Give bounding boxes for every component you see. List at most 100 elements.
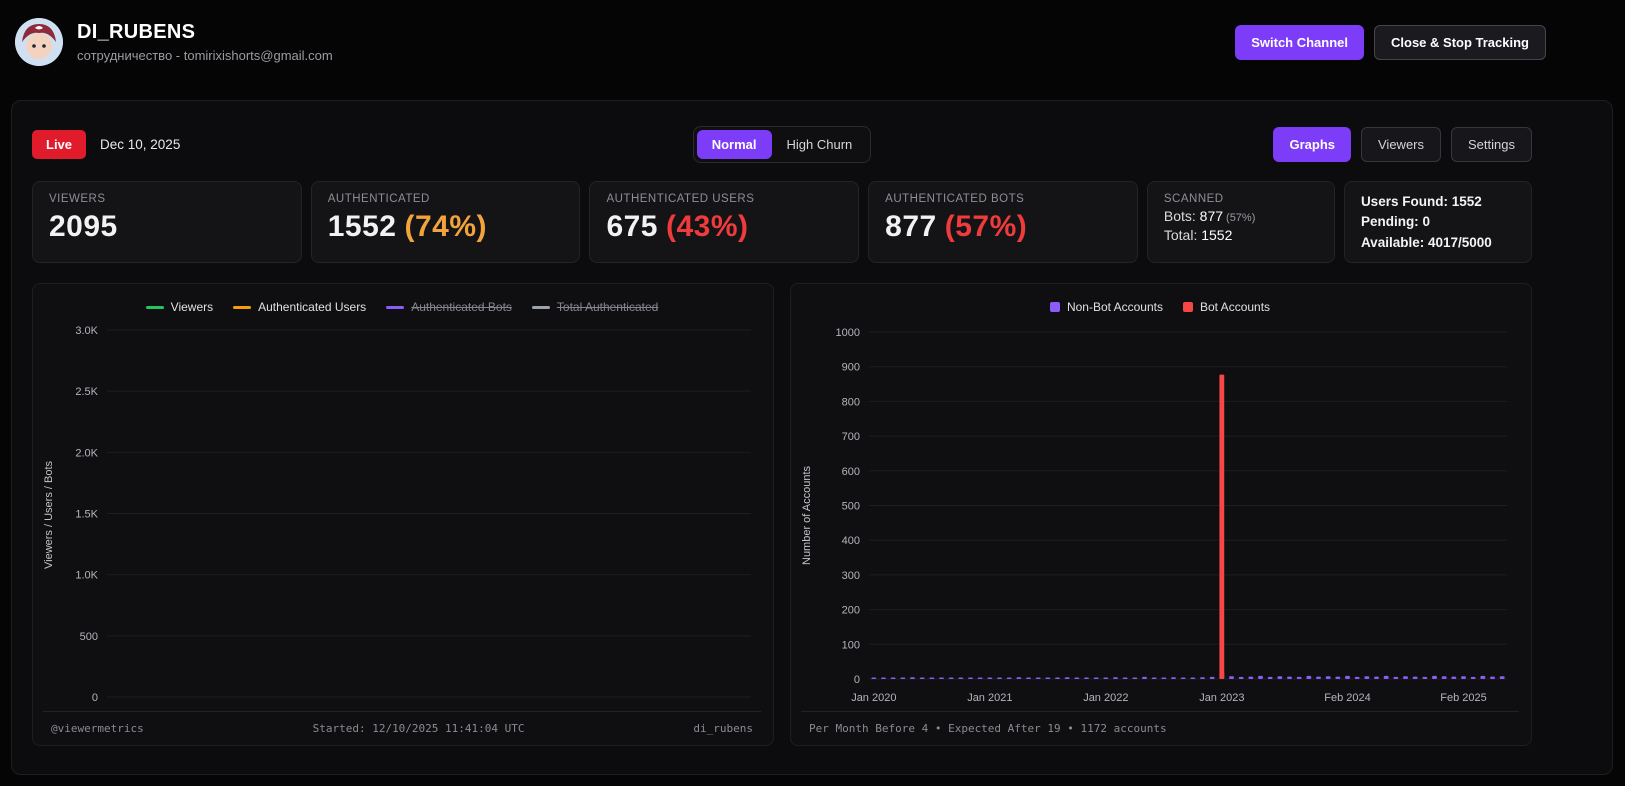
stat-label: AUTHENTICATED USERS (606, 193, 755, 205)
viewers-chart-body: Viewers / Users / Bots 0 500 1.0K 1.5K 2.0K 2… (43, 320, 761, 711)
stat-label: AUTHENTICATED (327, 193, 430, 205)
svg-text:1000: 1000 (836, 327, 860, 339)
legend-item-authenticated-bots[interactable]: Authenticated Bots (386, 300, 512, 314)
close-stop-tracking-button[interactable]: Close & Stop Tracking (1374, 24, 1546, 60)
churn-mode-toggle: Normal High Churn (692, 125, 872, 163)
tab-graphs[interactable]: Graphs (1273, 126, 1351, 162)
svg-text:600: 600 (842, 466, 860, 478)
accounts-chart-footer: Per Month Before 4 • Expected After 19 •… (801, 711, 1519, 745)
legend-item-authenticated-users[interactable]: Authenticated Users (233, 300, 366, 314)
scanned-total-line: Total: 1552 (1164, 227, 1318, 243)
scanned-bots-label: Bots: (1163, 208, 1196, 224)
svg-text:500: 500 (80, 631, 98, 643)
available-label: Available: (1360, 234, 1425, 250)
legend-swatch (233, 305, 252, 309)
legend-item-non-bot-accounts[interactable]: Non-Bot Accounts (1049, 300, 1163, 314)
scanned-total-value: 1552 (1201, 227, 1233, 243)
svg-text:1.5K: 1.5K (75, 509, 98, 521)
svg-text:900: 900 (842, 362, 860, 374)
stat-card-authenticated-users: AUTHENTICATED USERS 675 (43%) (589, 181, 860, 263)
svg-text:Jan 2022: Jan 2022 (1083, 692, 1128, 704)
svg-text:800: 800 (842, 396, 860, 408)
legend-item-total-authenticated[interactable]: Total Authenticated (531, 300, 659, 314)
footer-channel-name: di_rubens (693, 722, 753, 735)
stat-value: 675 (43%) (606, 210, 842, 244)
stat-value: 877 (57%) (885, 210, 1121, 244)
svg-text:100: 100 (842, 639, 860, 651)
stat-label: VIEWERS (49, 193, 106, 205)
svg-text:2.5K: 2.5K (75, 386, 98, 398)
pending-line: Pending: 0 (1361, 212, 1515, 232)
legend-label: Authenticated Users (258, 300, 367, 314)
stream-status: Live Dec 10, 2025 (32, 129, 693, 159)
stat-card-authenticated: AUTHENTICATED 1552 (74%) (310, 181, 581, 263)
stats-row: VIEWERS 2095 AUTHENTICATED 1552 (74%) AUT… (32, 181, 1532, 263)
viewers-count: 2095 (49, 210, 118, 243)
live-badge: Live (32, 129, 87, 159)
authenticated-percent: (74%) (404, 210, 487, 243)
mode-normal-button[interactable]: Normal (696, 129, 772, 159)
stat-label: AUTHENTICATED BOTS (885, 193, 1025, 205)
channel-info: DI_RUBENS сотрудничество - tomirixishort… (15, 18, 333, 66)
stat-card-viewers: VIEWERS 2095 (32, 181, 302, 263)
legend-swatch (1183, 302, 1193, 312)
dashboard-toolbar: Live Dec 10, 2025 Normal High Churn Grap… (32, 125, 1532, 163)
auth-bots-percent: (57%) (944, 210, 1028, 243)
auth-users-count: 675 (606, 210, 658, 243)
svg-text:Feb 2025: Feb 2025 (1440, 692, 1486, 704)
app-header: DI_RUBENS сотрудничество - tomirixishort… (0, 0, 1625, 84)
scanned-total-label: Total: (1163, 227, 1198, 243)
users-found-line: Users Found: 1552 (1361, 192, 1515, 212)
authenticated-count: 1552 (327, 210, 397, 243)
mode-high-churn-button[interactable]: High Churn (772, 130, 868, 159)
legend-swatch (531, 305, 550, 309)
svg-text:3.0K: 3.0K (75, 325, 98, 337)
accounts-chart-legend: Non-Bot Accounts Bot Accounts (801, 294, 1519, 320)
channel-avatar (15, 18, 63, 66)
stat-card-authenticated-bots: AUTHENTICATED BOTS 877 (57%) (868, 181, 1138, 263)
avatar-image (15, 18, 63, 66)
switch-channel-button[interactable]: Switch Channel (1235, 24, 1365, 60)
view-tabs: Graphs Viewers Settings (871, 126, 1532, 162)
svg-text:Jan 2021: Jan 2021 (967, 692, 1012, 704)
accounts-bar-chart: 0 100 200 300 400 500 600 700 800 900 1000 Jan 2020… (836, 327, 1507, 704)
channel-subtitle: сотрудничество - tomirixishorts@gmail.co… (77, 48, 333, 63)
tab-settings[interactable]: Settings (1451, 126, 1532, 162)
legend-label: Total Authenticated (556, 300, 659, 314)
legend-item-viewers[interactable]: Viewers (145, 300, 214, 314)
legend-label: Non-Bot Accounts (1066, 300, 1163, 314)
legend-label: Viewers (170, 300, 214, 314)
svg-text:200: 200 (842, 605, 860, 617)
svg-text:700: 700 (842, 431, 860, 443)
svg-text:Feb 2024: Feb 2024 (1324, 692, 1370, 704)
stat-value: 1552 (74%) (328, 210, 564, 244)
users-found-label: Users Found: (1360, 194, 1448, 209)
pending-label: Pending: (1360, 214, 1419, 230)
footer-watermark: @viewermetrics (51, 722, 144, 735)
svg-text:Jan 2023: Jan 2023 (1199, 692, 1244, 704)
viewers-line-chart: 0 500 1.0K 1.5K 2.0K 2.5K 3.0K (75, 325, 751, 704)
pending-value: 0 (1422, 214, 1430, 230)
viewers-chart-panel: Viewers Authenticated Users Authenticated … (32, 283, 774, 746)
accounts-chart-body: Number of Accounts 0 100 200 300 400 500 600 70… (801, 320, 1519, 711)
footer-started-timestamp: Started: 12/10/2025 11:41:04 UTC (312, 722, 525, 735)
svg-text:0: 0 (854, 674, 860, 686)
accounts-chart-ylabel: Number of Accounts (801, 465, 813, 566)
svg-text:500: 500 (842, 501, 860, 513)
available-value: 4017/5000 (1427, 234, 1492, 250)
legend-swatch (1049, 302, 1060, 312)
svg-text:1.0K: 1.0K (75, 570, 98, 582)
charts-row: Viewers Authenticated Users Authenticated … (32, 283, 1532, 746)
svg-text:0: 0 (92, 692, 98, 704)
svg-text:300: 300 (842, 570, 860, 582)
header-actions: Switch Channel Close & Stop Tracking (1235, 24, 1546, 60)
legend-item-bot-accounts[interactable]: Bot Accounts (1183, 300, 1270, 314)
svg-text:400: 400 (842, 535, 860, 547)
legend-label: Bot Accounts (1200, 300, 1271, 314)
viewers-chart-legend: Viewers Authenticated Users Authenticated … (43, 294, 761, 320)
legend-swatch (386, 305, 405, 309)
available-line: Available: 4017/5000 (1361, 233, 1515, 253)
tab-viewers[interactable]: Viewers (1361, 126, 1442, 162)
scanned-bots-line: Bots: 877 (57%) (1164, 208, 1318, 224)
scanned-bots-value: 877 (1199, 208, 1224, 224)
